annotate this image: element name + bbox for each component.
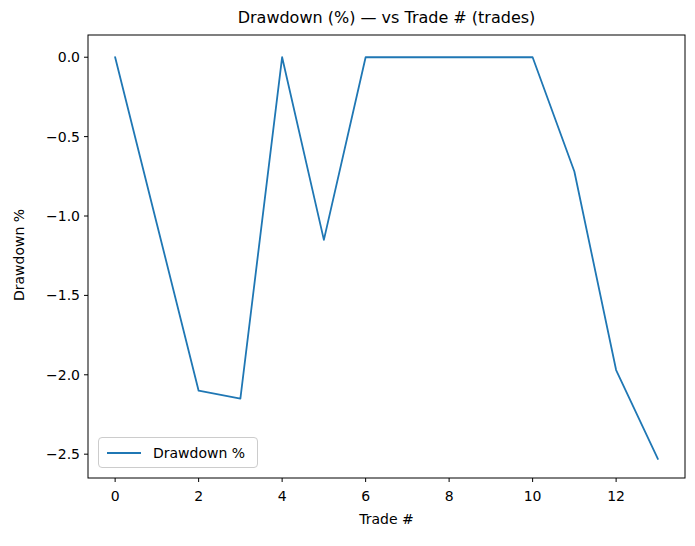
x-axis-label: Trade # bbox=[88, 511, 685, 527]
series-line bbox=[115, 57, 658, 459]
chart-title: Drawdown (%) — vs Trade # (trades) bbox=[88, 8, 685, 27]
x-tick-label: 10 bbox=[524, 488, 542, 504]
y-tick-label: −0.5 bbox=[46, 129, 80, 145]
x-tick-label: 12 bbox=[607, 488, 625, 504]
legend-line-sample bbox=[107, 452, 141, 454]
figure: 0 2 4 6 8 10 12 0.0 −0.5 −1.0 −1.5 −2.0 −2.5 Drawdow… bbox=[0, 0, 695, 546]
y-tick-label: −2.0 bbox=[46, 367, 80, 383]
legend: Drawdown % bbox=[98, 437, 258, 468]
y-tick-label: −2.5 bbox=[46, 446, 80, 462]
x-tick-label: 2 bbox=[194, 488, 203, 504]
y-tick-label: −1.0 bbox=[46, 208, 80, 224]
x-tick-label: 6 bbox=[361, 488, 370, 504]
y-axis-label: Drawdown % bbox=[11, 209, 27, 301]
axes-frame bbox=[88, 35, 685, 478]
x-tick-label: 8 bbox=[445, 488, 454, 504]
y-tick-label: 0.0 bbox=[58, 49, 80, 65]
x-tick-label: 0 bbox=[111, 488, 120, 504]
y-tick-label: −1.5 bbox=[46, 287, 80, 303]
legend-label: Drawdown % bbox=[153, 445, 245, 461]
x-tick-label: 4 bbox=[278, 488, 287, 504]
